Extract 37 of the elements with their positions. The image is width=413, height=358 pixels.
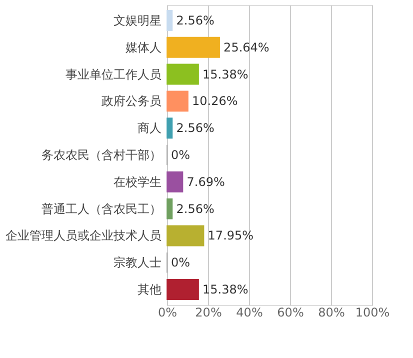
bar xyxy=(166,279,199,300)
y-tick-label: 务农农民（含村干部） xyxy=(42,148,162,162)
y-tick-label: 在校学生 xyxy=(114,174,162,189)
y-tick-label: 政府公务员 xyxy=(102,94,162,108)
data-label: 15.38% xyxy=(202,67,248,82)
data-label: 15.38% xyxy=(202,282,248,297)
y-tick-label: 媒体人 xyxy=(126,40,162,54)
data-label: 0% xyxy=(171,148,190,162)
x-tick-label: 60% xyxy=(277,306,304,320)
x-tick-label: 20% xyxy=(195,306,222,320)
y-tick-label: 其他 xyxy=(138,282,162,297)
data-label: 2.56% xyxy=(176,13,214,28)
data-label: 2.56% xyxy=(176,202,214,216)
y-tick-label: 宗教人士 xyxy=(114,256,162,270)
y-tick-label: 事业单位工作人员 xyxy=(66,67,162,82)
data-label: 10.26% xyxy=(192,94,238,108)
bar xyxy=(166,118,173,139)
x-tick-label: 80% xyxy=(318,306,345,320)
x-tick-label: 100% xyxy=(355,306,390,320)
data-label: 0% xyxy=(171,256,190,270)
bar xyxy=(166,64,199,85)
bar xyxy=(166,225,204,246)
data-label: 2.56% xyxy=(176,121,214,136)
y-tick-label: 企业管理人员或企业技术人员 xyxy=(6,228,162,243)
y-tick-label: 普通工人（含农民工） xyxy=(42,202,162,216)
x-tick-label: 0% xyxy=(158,306,178,320)
bar xyxy=(166,10,173,31)
data-label: 25.64% xyxy=(224,40,270,54)
x-tick-label: 40% xyxy=(236,306,263,320)
data-label: 7.69% xyxy=(186,174,225,189)
bar xyxy=(166,171,184,192)
data-label: 17.95% xyxy=(208,228,254,243)
bar xyxy=(166,36,220,58)
y-tick-label: 商人 xyxy=(138,121,162,136)
bar xyxy=(166,198,173,220)
y-tick-label: 文娱明星 xyxy=(114,13,162,28)
bar xyxy=(166,90,188,112)
